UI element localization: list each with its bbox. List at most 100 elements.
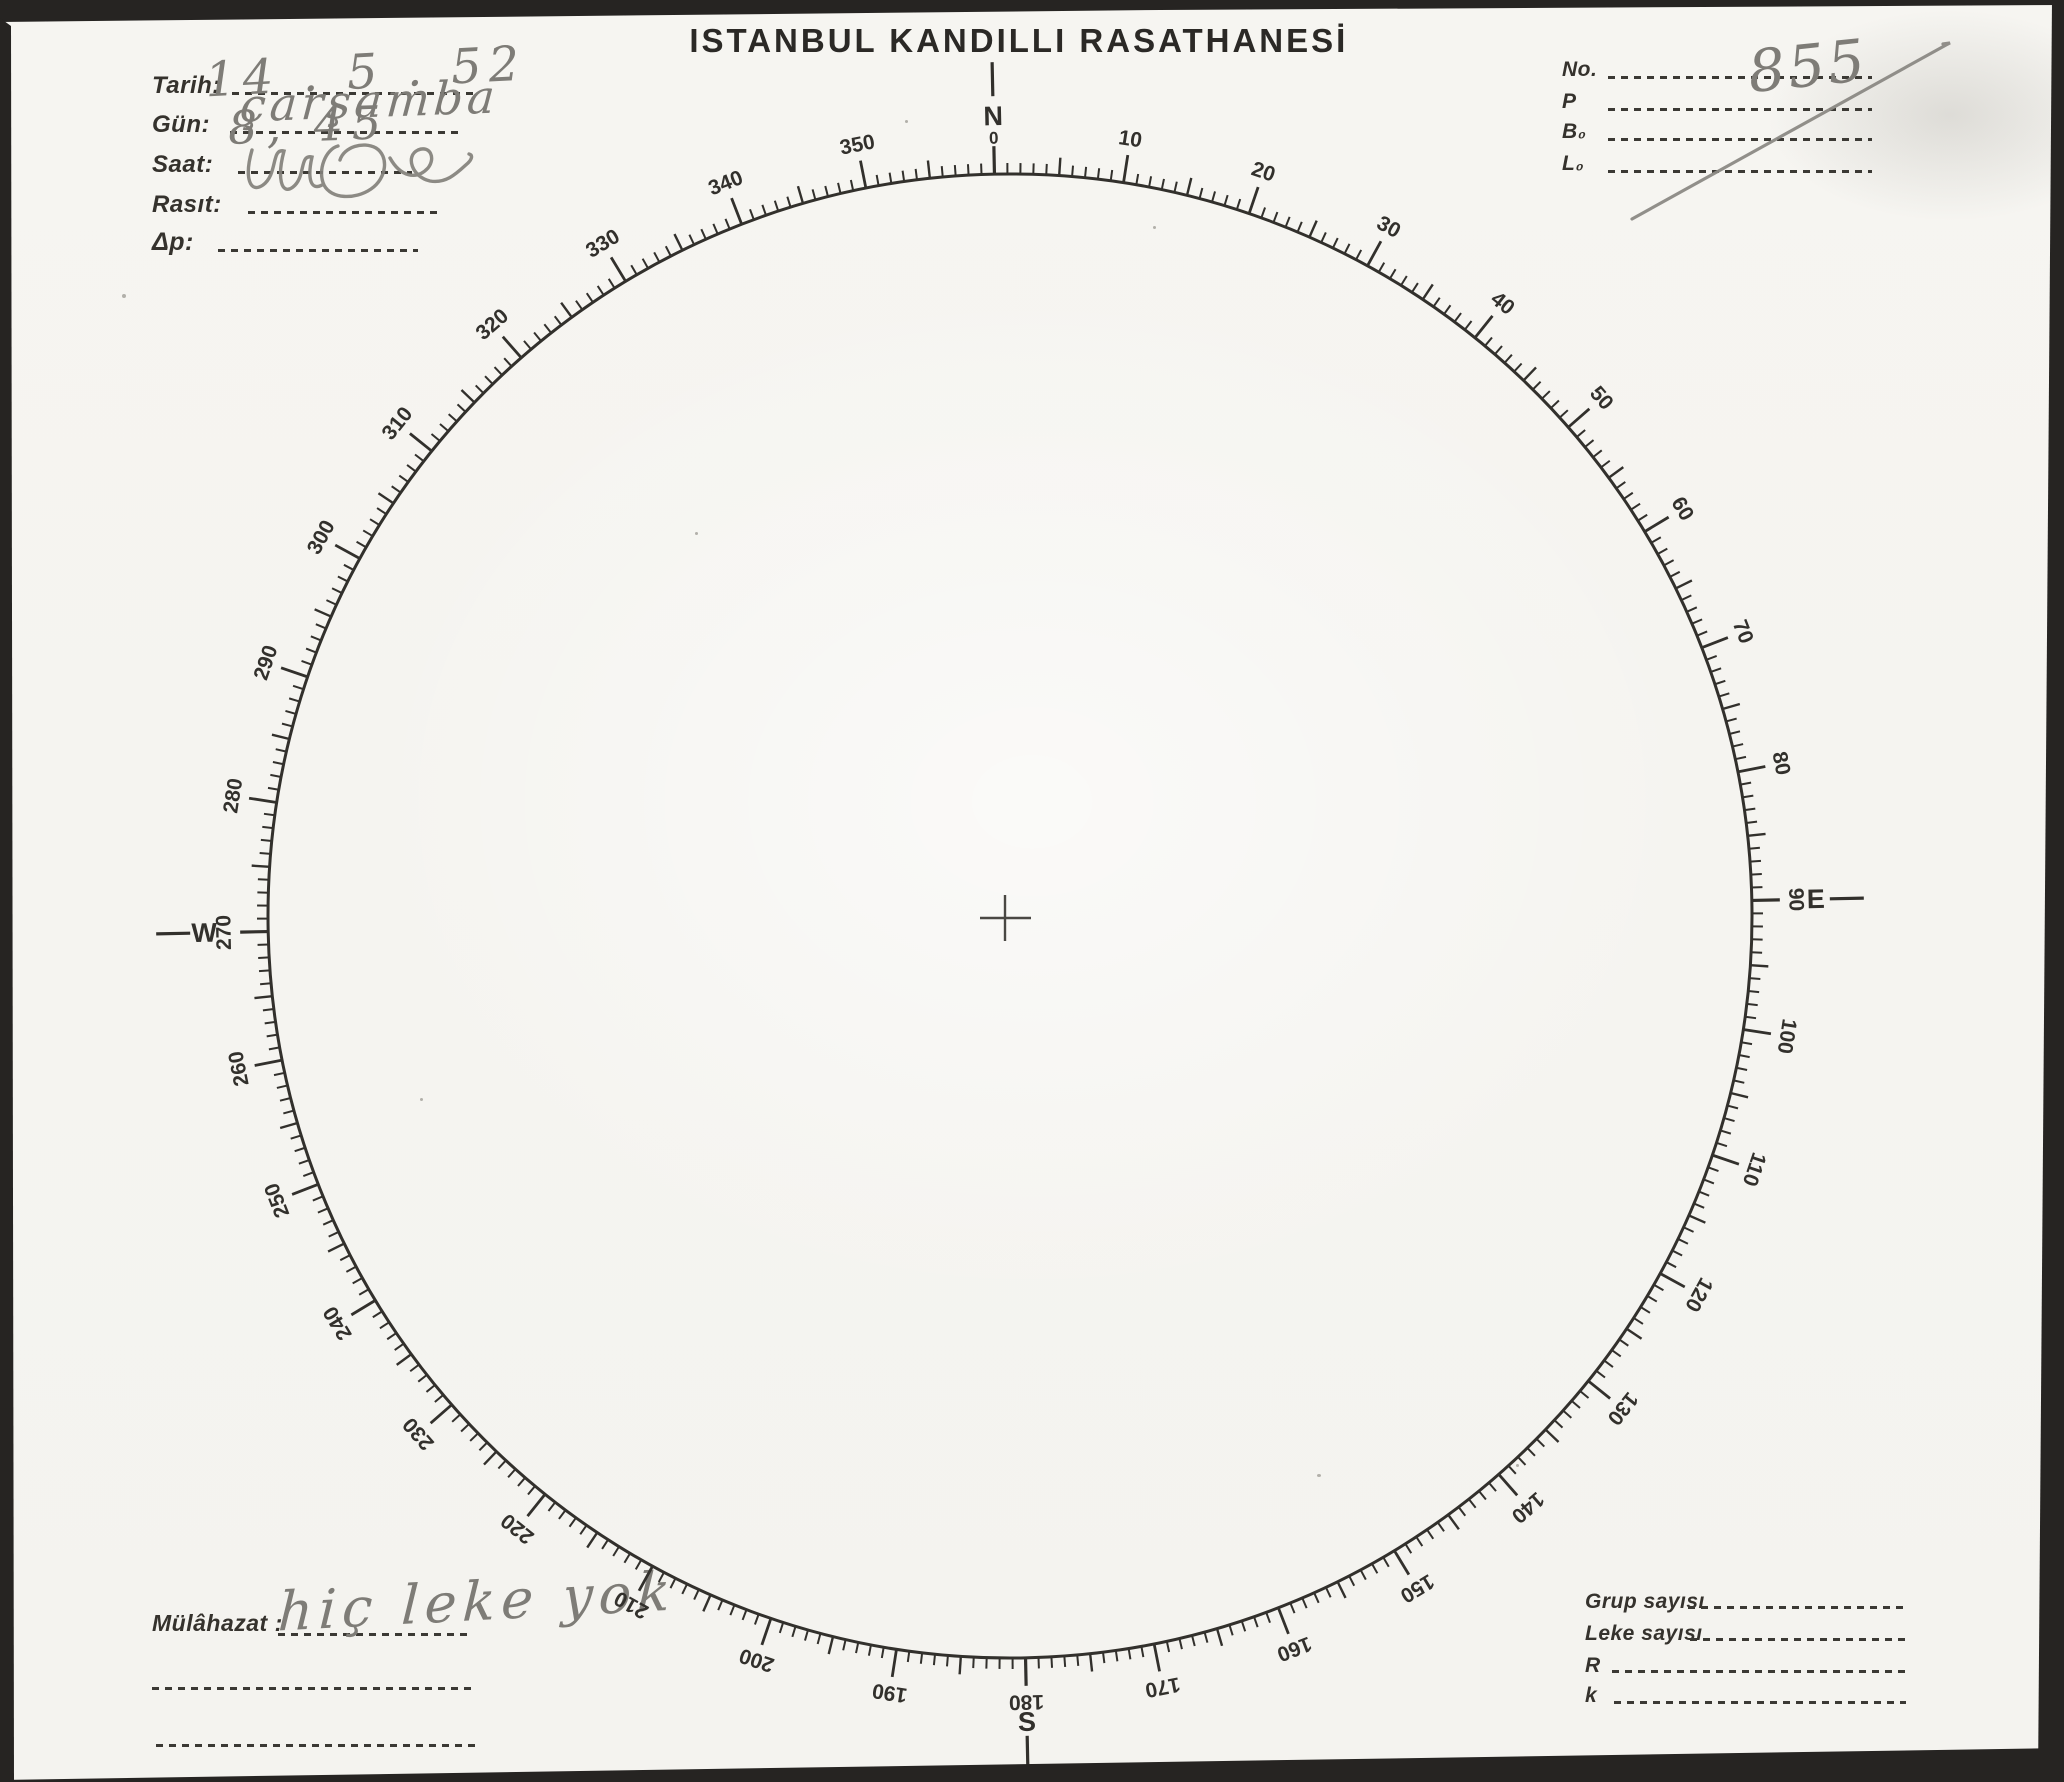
dial-tick: [386, 1332, 397, 1341]
dial-tick: [1148, 176, 1153, 188]
dial-tick: [1718, 692, 1730, 698]
dial-tick: [1748, 989, 1760, 994]
dial-tick: [1653, 1283, 1664, 1292]
dial-tick: [1393, 1549, 1411, 1576]
dial-tick: [258, 956, 270, 960]
dial-tick: [1711, 1153, 1740, 1166]
dial-tick: [272, 761, 284, 766]
dial-tick: [875, 174, 880, 186]
dial-tick: [1751, 951, 1763, 954]
dial-tick: [523, 340, 532, 350]
dial-tick: [1484, 336, 1493, 347]
dial-tick: [1320, 232, 1327, 243]
dial-tick: [1595, 1369, 1606, 1379]
dial-tick: [305, 647, 317, 654]
dial-tick: [1686, 606, 1698, 613]
dial-tick: [1623, 491, 1634, 500]
dial-tick: [749, 208, 755, 220]
dial-tick: [730, 197, 743, 225]
dial-tick: [334, 543, 361, 560]
dial-cardinal-e: E: [1807, 884, 1826, 914]
scan-speck: [1153, 226, 1156, 229]
dial-tick: [1646, 1295, 1658, 1303]
dial-tick: [1443, 304, 1452, 315]
dial-tick: [1122, 154, 1130, 183]
dial-tick: [460, 1423, 470, 1433]
field-label-no: No.: [1562, 58, 1598, 81]
dial-tick: [1436, 1521, 1445, 1532]
dial-tick: [271, 733, 290, 741]
dial-tick: [1109, 169, 1114, 182]
dial-tick: [1615, 481, 1626, 490]
field-label-l0: L₀: [1562, 152, 1585, 175]
dial-tick: [1618, 1338, 1629, 1347]
dial-tick: [503, 357, 513, 367]
field-dots-saat: [238, 171, 412, 174]
field-dots-rasit: [248, 211, 442, 214]
dial-tick: [507, 1468, 517, 1479]
dial-degree-label: 270: [212, 915, 236, 951]
field-label-grup-sayisi: Grup sayısı: [1585, 1590, 1705, 1613]
dial-tick: [273, 1071, 285, 1077]
dial-tick: [824, 185, 829, 197]
dial-tick: [1265, 1612, 1271, 1624]
dial-tick: [1411, 282, 1419, 293]
dial-tick: [547, 1501, 557, 1512]
dial-tick: [717, 1599, 724, 1611]
dial-tick: [1732, 743, 1744, 748]
dial-tick: [1603, 1359, 1614, 1368]
dial-tick: [280, 666, 309, 679]
dial-tick: [1671, 1249, 1683, 1257]
field-dots-leke-sayisi: [1690, 1638, 1906, 1641]
dial-tick: [1741, 1041, 1753, 1046]
dial-tick: [1377, 262, 1386, 273]
dial-tick: [1703, 1178, 1715, 1185]
dial-tick: [1680, 594, 1692, 601]
dial-tick: [1400, 275, 1408, 286]
dial-tick: [439, 423, 449, 432]
dial-tick: [804, 1629, 809, 1641]
dial-tick: [1743, 1028, 1772, 1036]
dial-tick: [1665, 1261, 1677, 1269]
dial-tick: [1677, 1238, 1689, 1245]
dial-tick: [760, 1617, 773, 1646]
dial-tick: [796, 185, 805, 204]
dial-tick: [283, 1109, 295, 1115]
dial-tick: [1725, 717, 1737, 723]
dial-tick: [724, 218, 731, 230]
dial-tick: [992, 146, 997, 175]
dial-tick: [262, 825, 274, 830]
dial-tick: [1592, 449, 1603, 458]
dial-tick: [1535, 1438, 1546, 1448]
dial-tick: [1633, 1317, 1644, 1325]
field-label-b0: B₀: [1562, 120, 1587, 143]
dial-tick: [1140, 1646, 1145, 1658]
dial-tick: [1729, 730, 1741, 735]
scan-speck: [122, 294, 126, 298]
dial-tick: [1488, 1482, 1497, 1492]
dial-tick: [585, 292, 594, 303]
dial-tick: [1736, 1066, 1748, 1071]
dial-tick: [266, 1033, 278, 1038]
dial-degree-label: 90: [1784, 888, 1807, 912]
dial-tick: [753, 1613, 760, 1625]
dial-tick: [1701, 636, 1729, 649]
dial-tick: [1503, 353, 1513, 364]
dial-tick: [1421, 283, 1434, 301]
dial-tick: [429, 1403, 453, 1425]
dial-tick: [1730, 1091, 1749, 1099]
dial-tick: [1744, 1015, 1757, 1020]
dial-tick: [553, 315, 563, 326]
field-label-r: R: [1585, 1654, 1601, 1677]
dial-tick: [1284, 216, 1291, 228]
dial-tick: [568, 1517, 577, 1528]
dial-tick: [406, 464, 417, 473]
dial-tick: [669, 1577, 677, 1589]
dial-tick: [254, 1058, 283, 1067]
field-dots-mulahazat: [278, 1633, 470, 1636]
dial-tick: [1559, 409, 1569, 419]
dial-tick: [945, 1655, 949, 1667]
dial-degree-label: 100: [1773, 1017, 1801, 1055]
